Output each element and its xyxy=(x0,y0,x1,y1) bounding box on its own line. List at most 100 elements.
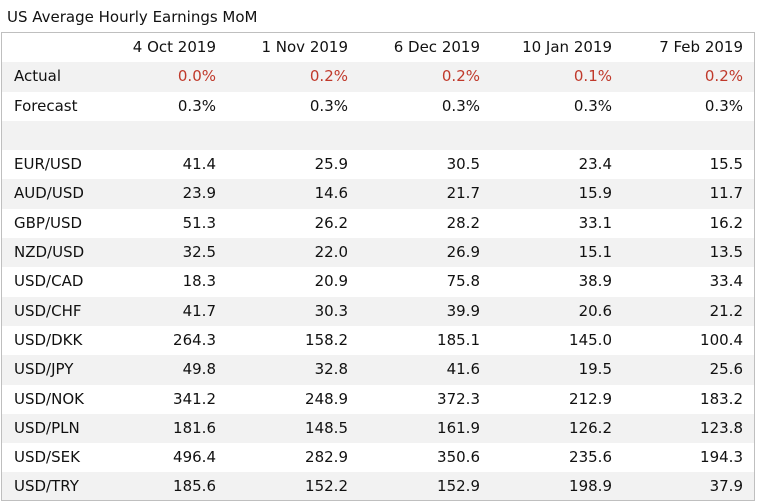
pair-value: 26.2 xyxy=(314,213,348,232)
pair-value: 126.2 xyxy=(569,418,612,437)
pair-label: USD/TRY xyxy=(14,477,79,496)
pair-value: 350.6 xyxy=(437,448,480,467)
pair-label: USD/JPY xyxy=(14,360,74,379)
pair-value: 20.6 xyxy=(578,301,612,320)
pair-value: 123.8 xyxy=(700,418,743,437)
pair-label: EUR/USD xyxy=(14,155,82,174)
header-cell: 7 Feb 2019 xyxy=(659,38,743,56)
actual-value: 0.2% xyxy=(704,67,743,86)
pair-value: 22.0 xyxy=(314,243,348,262)
header-cell: 10 Jan 2019 xyxy=(522,38,612,56)
forecast-value: 0.3% xyxy=(309,96,348,115)
pair-value: 248.9 xyxy=(305,389,348,408)
pair-label: USD/NOK xyxy=(14,389,84,408)
pair-row: USD/CHF 41.7 30.3 39.9 20.6 21.2 xyxy=(2,296,754,326)
pair-row: USD/NOK 341.2 248.9 372.3 212.9 183.2 xyxy=(2,385,754,414)
pair-value: 158.2 xyxy=(305,330,348,349)
pair-value: 75.8 xyxy=(446,272,480,291)
pair-value: 100.4 xyxy=(700,330,743,349)
pair-value: 33.4 xyxy=(709,272,743,291)
forecast-value: 0.3% xyxy=(704,96,743,115)
table-title: US Average Hourly Earnings MoM xyxy=(7,8,258,26)
pair-label: USD/CAD xyxy=(14,272,84,291)
pair-value: 15.5 xyxy=(709,155,743,174)
pair-value: 33.1 xyxy=(578,213,612,232)
pair-row: USD/PLN 181.6 148.5 161.9 126.2 123.8 xyxy=(2,413,754,444)
header-cell xyxy=(2,33,106,62)
pair-value: 20.9 xyxy=(314,272,348,291)
pair-value: 152.9 xyxy=(437,477,480,496)
pair-value: 161.9 xyxy=(437,418,480,437)
pair-value: 38.9 xyxy=(578,272,612,291)
pair-row: USD/CAD 18.3 20.9 75.8 38.9 33.4 xyxy=(2,267,754,296)
header-cell: 1 Nov 2019 xyxy=(261,38,348,56)
pair-value: 41.7 xyxy=(182,301,216,320)
pair-value: 282.9 xyxy=(305,448,348,467)
pair-value: 32.5 xyxy=(182,243,216,262)
pair-value: 30.5 xyxy=(446,155,480,174)
pair-value: 194.3 xyxy=(700,448,743,467)
pair-label: USD/PLN xyxy=(14,418,80,437)
pair-row: EUR/USD 41.4 25.9 30.5 23.4 15.5 xyxy=(2,150,754,179)
pair-value: 21.2 xyxy=(709,301,743,320)
pair-row: NZD/USD 32.5 22.0 26.9 15.1 13.5 xyxy=(2,238,754,268)
pair-value: 145.0 xyxy=(569,330,612,349)
pair-value: 32.8 xyxy=(314,360,348,379)
pair-row: GBP/USD 51.3 26.2 28.2 33.1 16.2 xyxy=(2,209,754,238)
pair-value: 30.3 xyxy=(314,301,348,320)
spacer-row xyxy=(2,120,754,151)
pair-value: 21.7 xyxy=(446,184,480,203)
pairs-body: EUR/USD 41.4 25.9 30.5 23.4 15.5 AUD/USD… xyxy=(2,150,754,500)
row-label: Forecast xyxy=(14,96,78,115)
pair-row: AUD/USD 23.9 14.6 21.7 15.9 11.7 xyxy=(2,179,754,209)
pair-value: 372.3 xyxy=(437,389,480,408)
pair-value: 25.6 xyxy=(709,360,743,379)
pair-value: 185.1 xyxy=(437,330,480,349)
pair-label: GBP/USD xyxy=(14,213,83,232)
pair-label: NZD/USD xyxy=(14,243,85,262)
pair-row: USD/DKK 264.3 158.2 185.1 145.0 100.4 xyxy=(2,326,754,355)
actual-value: 0.0% xyxy=(177,67,216,86)
pair-value: 26.9 xyxy=(446,243,480,262)
pair-value: 235.6 xyxy=(569,448,612,467)
pair-value: 18.3 xyxy=(182,272,216,291)
pair-value: 39.9 xyxy=(446,301,480,320)
pair-value: 183.2 xyxy=(700,389,743,408)
actual-row: Actual 0.0% 0.2% 0.2% 0.1% 0.2% xyxy=(2,62,754,92)
pair-value: 11.7 xyxy=(709,184,743,203)
pair-value: 496.4 xyxy=(173,448,216,467)
pair-value: 181.6 xyxy=(173,418,216,437)
pair-row: USD/JPY 49.8 32.8 41.6 19.5 25.6 xyxy=(2,355,754,385)
actual-value: 0.2% xyxy=(441,67,480,86)
pair-value: 23.4 xyxy=(578,155,612,174)
forecast-row: Forecast 0.3% 0.3% 0.3% 0.3% 0.3% xyxy=(2,92,754,121)
pair-value: 15.9 xyxy=(578,184,612,203)
pair-value: 28.2 xyxy=(446,213,480,232)
pair-value: 19.5 xyxy=(578,360,612,379)
pair-row: USD/TRY 185.6 152.2 152.9 198.9 37.9 xyxy=(2,472,754,500)
pair-label: USD/DKK xyxy=(14,330,83,349)
pair-value: 23.9 xyxy=(182,184,216,203)
pair-value: 41.4 xyxy=(182,155,216,174)
header-cell: 4 Oct 2019 xyxy=(132,38,216,56)
forecast-value: 0.3% xyxy=(441,96,480,115)
actual-value: 0.2% xyxy=(309,67,348,86)
row-label: Actual xyxy=(14,67,61,86)
forecast-value: 0.3% xyxy=(573,96,612,115)
pair-value: 49.8 xyxy=(182,360,216,379)
pair-value: 185.6 xyxy=(173,477,216,496)
pair-value: 341.2 xyxy=(173,389,216,408)
pair-value: 148.5 xyxy=(305,418,348,437)
pair-value: 15.1 xyxy=(578,243,612,262)
pair-value: 152.2 xyxy=(305,477,348,496)
pair-value: 13.5 xyxy=(709,243,743,262)
pair-value: 212.9 xyxy=(569,389,612,408)
pair-value: 37.9 xyxy=(709,477,743,496)
pair-value: 41.6 xyxy=(446,360,480,379)
pair-value: 264.3 xyxy=(173,330,216,349)
pair-label: AUD/USD xyxy=(14,184,84,203)
pair-value: 51.3 xyxy=(182,213,216,232)
pair-value: 25.9 xyxy=(314,155,348,174)
earnings-table: 4 Oct 2019 1 Nov 2019 6 Dec 2019 10 Jan … xyxy=(1,32,755,501)
pair-row: USD/SEK 496.4 282.9 350.6 235.6 194.3 xyxy=(2,443,754,472)
